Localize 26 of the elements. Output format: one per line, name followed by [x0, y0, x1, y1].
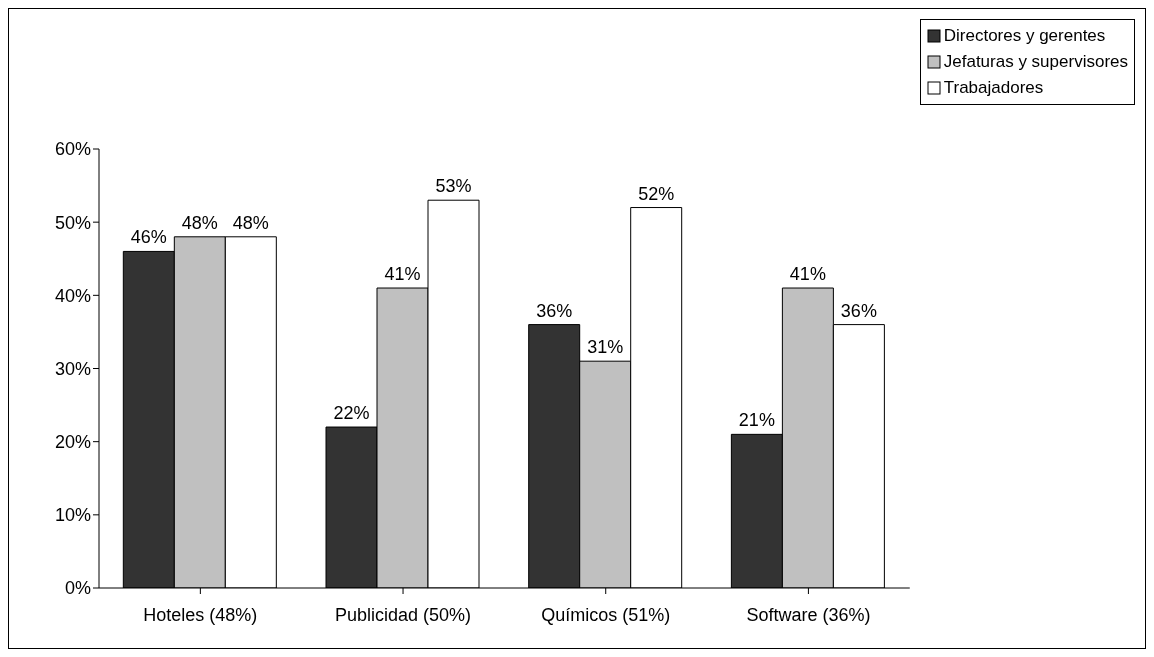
y-tick-label: 50%: [54, 212, 91, 233]
data-label: 52%: [638, 183, 675, 204]
data-label: 21%: [738, 410, 775, 431]
x-tick-label: Software (36%): [746, 604, 871, 625]
data-label: 46%: [130, 227, 167, 248]
legend-label: Jefaturas y supervisores: [943, 52, 1128, 72]
y-tick-label: 30%: [54, 358, 91, 379]
data-label: 48%: [232, 212, 269, 233]
data-label: 31%: [587, 337, 624, 358]
x-tick-label: Publicidad (50%): [334, 604, 472, 625]
x-tick-label: Hoteles (48%): [143, 604, 258, 625]
y-tick-label: 0%: [64, 578, 91, 599]
data-label: 53%: [435, 176, 472, 197]
legend-label: Trabajadores: [943, 78, 1044, 98]
y-tick-label: 40%: [54, 285, 91, 306]
data-label: 48%: [181, 212, 218, 233]
data-label: 36%: [840, 300, 877, 321]
y-tick-label: 20%: [54, 432, 91, 453]
y-tick-label: 10%: [54, 505, 91, 526]
legend-label: Directores y gerentes: [943, 26, 1106, 46]
data-label: 41%: [789, 264, 826, 285]
y-tick-label: 60%: [54, 139, 91, 160]
data-label: 41%: [384, 264, 421, 285]
data-label: 22%: [333, 403, 370, 424]
data-label: 36%: [536, 300, 573, 321]
x-tick-label: Químicos (51%): [541, 604, 671, 625]
